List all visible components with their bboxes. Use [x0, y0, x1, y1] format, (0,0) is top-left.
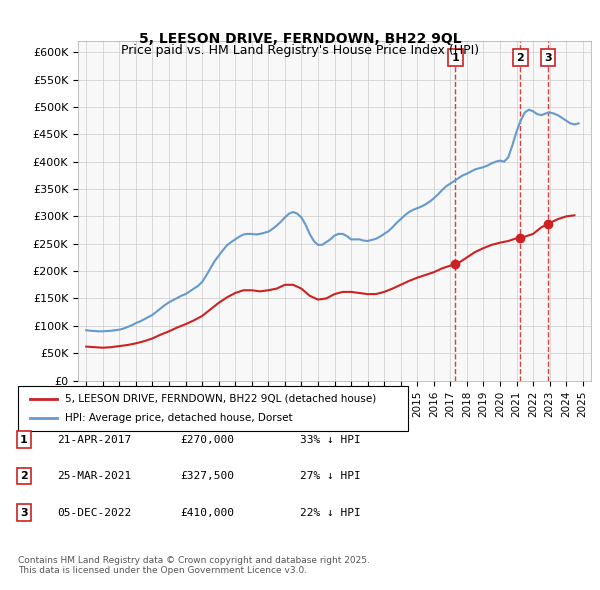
- Text: 21-APR-2017: 21-APR-2017: [57, 435, 131, 444]
- Text: Price paid vs. HM Land Registry's House Price Index (HPI): Price paid vs. HM Land Registry's House …: [121, 44, 479, 57]
- Text: 3: 3: [544, 53, 552, 63]
- Text: 2: 2: [517, 53, 524, 63]
- Text: £270,000: £270,000: [180, 435, 234, 444]
- Text: 5, LEESON DRIVE, FERNDOWN, BH22 9QL (detached house): 5, LEESON DRIVE, FERNDOWN, BH22 9QL (det…: [65, 394, 376, 404]
- Text: 05-DEC-2022: 05-DEC-2022: [57, 508, 131, 517]
- Text: 33% ↓ HPI: 33% ↓ HPI: [300, 435, 361, 444]
- Text: £327,500: £327,500: [180, 471, 234, 481]
- Text: 22% ↓ HPI: 22% ↓ HPI: [300, 508, 361, 517]
- Text: HPI: Average price, detached house, Dorset: HPI: Average price, detached house, Dors…: [65, 414, 292, 423]
- Text: 2: 2: [20, 471, 28, 481]
- Text: 1: 1: [20, 435, 28, 444]
- Text: Contains HM Land Registry data © Crown copyright and database right 2025.
This d: Contains HM Land Registry data © Crown c…: [18, 556, 370, 575]
- Text: 25-MAR-2021: 25-MAR-2021: [57, 471, 131, 481]
- Text: 1: 1: [452, 53, 460, 63]
- Text: 27% ↓ HPI: 27% ↓ HPI: [300, 471, 361, 481]
- Text: 3: 3: [20, 508, 28, 517]
- Text: 5, LEESON DRIVE, FERNDOWN, BH22 9QL: 5, LEESON DRIVE, FERNDOWN, BH22 9QL: [139, 32, 461, 47]
- Text: £410,000: £410,000: [180, 508, 234, 517]
- FancyBboxPatch shape: [18, 386, 408, 431]
